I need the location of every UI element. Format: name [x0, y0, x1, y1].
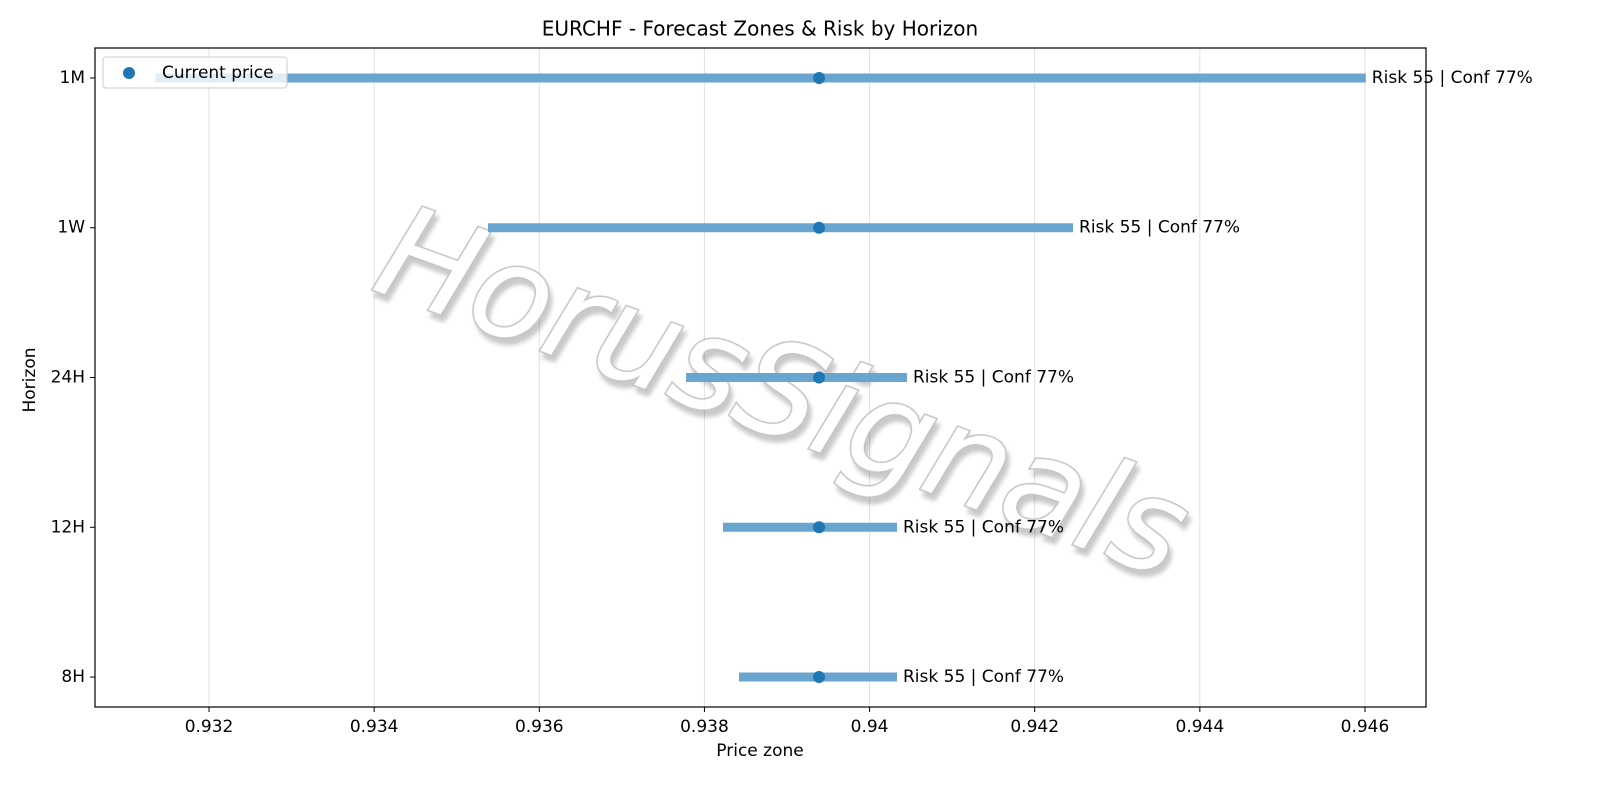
value-label: Risk 55 | Conf 77% [1372, 68, 1533, 88]
y-tick-label: 8H [61, 667, 85, 687]
y-tick-label: 1M [60, 68, 85, 88]
x-tick-label: 0.946 [1341, 717, 1390, 737]
current-price-dot [813, 371, 826, 384]
value-label: Risk 55 | Conf 77% [1079, 218, 1240, 238]
legend-box [102, 56, 288, 89]
legend-label: Current price [162, 63, 274, 83]
current-price-dot [813, 671, 826, 684]
x-tick-label: 0.944 [1176, 717, 1225, 737]
current-price-dot [813, 221, 826, 234]
y-tick-label: 1W [57, 218, 85, 238]
x-axis-label: Price zone [716, 741, 803, 761]
x-tick-label: 0.938 [680, 717, 729, 737]
x-tick-label: 0.934 [350, 717, 399, 737]
current-price-dot [813, 521, 826, 534]
x-tick-label: 0.936 [515, 717, 564, 737]
x-tick-label: 0.94 [851, 717, 889, 737]
x-tick-label: 0.932 [185, 717, 234, 737]
y-axis-label: Horizon [20, 348, 40, 413]
value-label: Risk 55 | Conf 77% [913, 368, 1074, 388]
value-label: Risk 55 | Conf 77% [903, 517, 1064, 537]
x-tick-label: 0.942 [1010, 717, 1059, 737]
y-tick-label: 24H [51, 368, 85, 388]
watermark: HorusSignals [359, 175, 1208, 608]
value-label: Risk 55 | Conf 77% [903, 667, 1064, 687]
y-tick-label: 12H [51, 517, 85, 537]
chart-title: EURCHF - Forecast Zones & Risk by Horizo… [542, 17, 978, 41]
current-price-dot [813, 71, 826, 84]
plot-frame [94, 47, 1427, 708]
legend-marker [123, 67, 135, 79]
